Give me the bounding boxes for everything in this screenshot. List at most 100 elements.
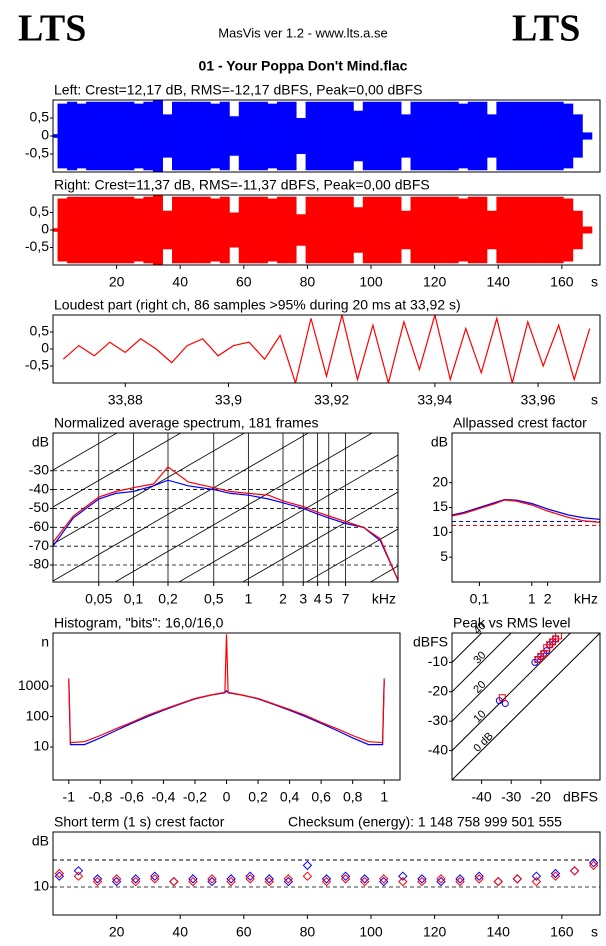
- x-tick-label: 160: [550, 274, 574, 290]
- y-tick-label: 0,5: [30, 203, 50, 219]
- y-tick-label: 0,5: [30, 323, 50, 339]
- point: [130, 876, 141, 887]
- y-tick-label: -10: [428, 653, 448, 669]
- x-tick-label: 20: [109, 924, 125, 940]
- x-tick-label: 100: [359, 924, 383, 940]
- point: [398, 876, 408, 887]
- point: [531, 871, 542, 881]
- y-unit: dBFS: [413, 634, 448, 650]
- series-line: [452, 498, 600, 520]
- plot-frame: [451, 432, 601, 583]
- x-unit: kHz: [574, 591, 598, 607]
- panel-title: Right: Crest=11,37 dB, RMS=-11,37 dBFS, …: [54, 177, 430, 193]
- series-line: [53, 466, 398, 581]
- y-tick-label: 10: [33, 738, 49, 754]
- x-tick-label: 40: [172, 274, 188, 290]
- point: [379, 874, 389, 884]
- panel-title: Left: Crest=12,17 dB, RMS=-12,17 dBFS, P…: [54, 82, 422, 98]
- point: [340, 871, 351, 881]
- reference-slope: [114, 433, 373, 582]
- diagonal-label: 20: [471, 679, 488, 696]
- point: [264, 876, 274, 887]
- x-tick-label: 0,2: [248, 789, 268, 805]
- series-line: [62, 315, 591, 383]
- plot-frame: [52, 632, 401, 781]
- x-tick-label: 0,1: [470, 591, 490, 607]
- y-tick-label: -0,5: [25, 357, 49, 373]
- diagonal: [452, 633, 542, 722]
- panel-title: Histogram, "bits": 16,0/16,0: [54, 615, 224, 631]
- x-tick-label: 0,05: [85, 591, 112, 607]
- point: [188, 874, 198, 884]
- x-tick-label: -0,4: [151, 789, 175, 805]
- x-tick-label: 0,1: [124, 591, 144, 607]
- x-tick-label: 5: [325, 591, 333, 607]
- diagonal: [452, 633, 512, 693]
- x-tick-label: 80: [300, 924, 316, 940]
- x-tick-label: 60: [236, 274, 252, 290]
- y-unit: dB: [32, 434, 49, 450]
- plot-area: [452, 498, 600, 527]
- plot-area: [68, 634, 385, 746]
- y-unit: n: [41, 634, 49, 650]
- panel-title: Loudest part (right ch, 86 samples >95% …: [54, 297, 461, 313]
- point: [283, 876, 294, 887]
- x-unit: s: [591, 392, 598, 408]
- reference-slope: [53, 433, 246, 545]
- y-tick-label: 0: [41, 127, 49, 143]
- y-tick-label: -30: [428, 712, 448, 728]
- x-tick-label: 1: [244, 591, 252, 607]
- x-tick-label: 60: [236, 924, 252, 940]
- point: [569, 866, 580, 876]
- diagonal-label: 10: [471, 708, 488, 725]
- panel-title: Short term (1 s) crest factor: [54, 814, 225, 830]
- plot-frame: [52, 99, 601, 173]
- plot-frame: [52, 831, 601, 916]
- point: [321, 876, 332, 887]
- x-tick-label: 120: [423, 924, 447, 940]
- point: [340, 874, 351, 884]
- point: [398, 871, 408, 881]
- x-tick-label: 0,8: [343, 789, 363, 805]
- x-tick-label: -40: [471, 789, 491, 805]
- x-tick-label: 80: [300, 274, 316, 290]
- y-tick-label: -30: [29, 461, 49, 477]
- y-tick-label: 20: [432, 473, 448, 489]
- point: [436, 874, 446, 884]
- logo: LTS: [512, 8, 580, 50]
- x-tick-label: 0: [223, 789, 231, 805]
- x-tick-label: -30: [501, 789, 521, 805]
- point: [493, 876, 503, 887]
- panel-title: Peak vs RMS level: [453, 615, 570, 631]
- point: [359, 876, 370, 887]
- point: [302, 871, 313, 881]
- x-tick-label: -20: [531, 789, 551, 805]
- point: [226, 874, 236, 884]
- point: [150, 874, 160, 884]
- point: [455, 876, 465, 887]
- x-tick-label: 40: [172, 924, 188, 940]
- x-tick-label: 3: [299, 591, 307, 607]
- x-tick-label: 160: [550, 924, 574, 940]
- y-tick-label: 0: [41, 340, 49, 356]
- x-tick-label: -0,6: [120, 789, 144, 805]
- point: [555, 633, 563, 640]
- reference-slope: [178, 454, 398, 582]
- x-tick-label: 0,6: [311, 789, 331, 805]
- x-unit: s: [591, 924, 598, 940]
- series-line: [53, 479, 398, 581]
- point: [54, 871, 65, 881]
- reference-slope: [305, 528, 398, 582]
- y-tick-label: 10: [33, 878, 49, 894]
- y-tick-label: 10: [432, 523, 448, 539]
- y-tick-label: 1000: [18, 677, 49, 693]
- panel-title: Allpassed crest factor: [453, 415, 587, 431]
- x-tick-label: 0,2: [158, 591, 178, 607]
- point: [512, 874, 523, 884]
- reference-slope: [53, 433, 182, 508]
- y-tick-label: -70: [29, 537, 49, 553]
- point: [73, 871, 84, 881]
- point: [169, 876, 179, 887]
- x-tick-label: 20: [109, 274, 125, 290]
